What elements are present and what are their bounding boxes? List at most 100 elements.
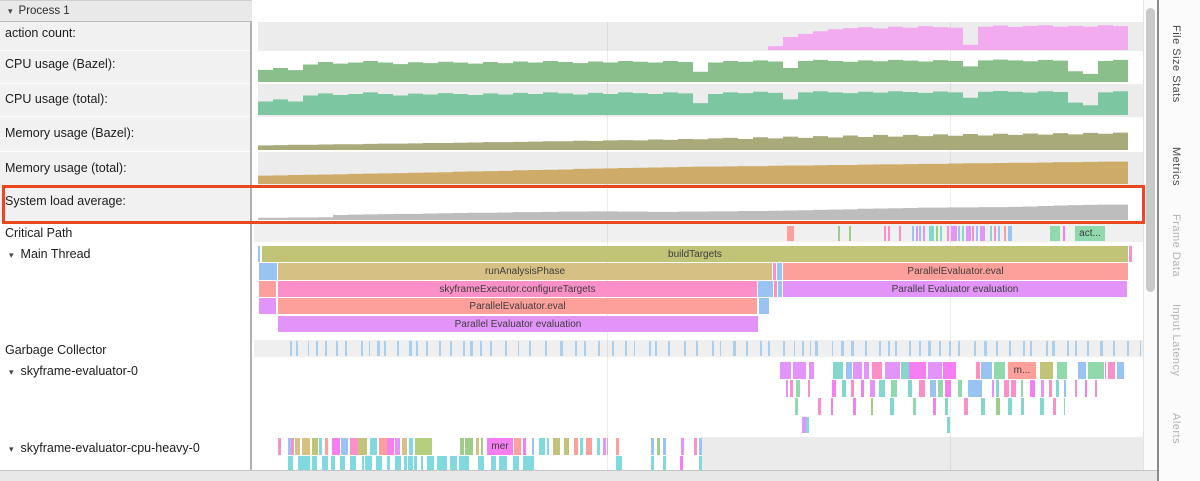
timeline-tick[interactable]	[945, 380, 952, 397]
timeline-tick[interactable]	[871, 362, 882, 379]
timeline-event[interactable]: Parallel Evaluator evaluation	[278, 316, 758, 332]
timeline-tick[interactable]	[929, 226, 934, 241]
timeline-tick[interactable]	[1056, 380, 1060, 397]
timeline-tick[interactable]	[936, 226, 938, 241]
main-thread-track[interactable]: runAnalysisPhase ParallelEvaluator.eval	[252, 263, 1143, 280]
timeline-tick[interactable]	[809, 341, 812, 356]
timeline-tick[interactable]	[964, 398, 968, 415]
timeline-tick[interactable]	[998, 226, 1000, 241]
timeline-tick[interactable]	[395, 456, 401, 470]
timeline-tick[interactable]	[1078, 362, 1087, 379]
skyframe-evaluator-0-track[interactable]	[252, 380, 1143, 397]
timeline-tick[interactable]	[909, 341, 912, 356]
timeline-tick[interactable]	[940, 226, 942, 241]
timeline-tick[interactable]	[633, 341, 636, 356]
timeline-tick[interactable]	[563, 438, 570, 455]
timeline-event[interactable]: ParallelEvaluator.eval	[278, 298, 757, 314]
timeline-tick[interactable]	[504, 341, 508, 356]
timeline-tick[interactable]	[711, 341, 714, 356]
timeline-tick[interactable]	[1127, 341, 1129, 356]
timeline-tick[interactable]	[966, 226, 971, 241]
tab-alerts[interactable]: Alerts	[1170, 413, 1182, 445]
timeline-tick[interactable]	[767, 341, 771, 356]
timeline-tick[interactable]	[1066, 341, 1070, 356]
collapse-arrow-icon[interactable]: ▾	[9, 367, 14, 377]
timeline-tick[interactable]	[409, 438, 413, 455]
timeline-tick[interactable]	[331, 438, 340, 455]
timeline-tick[interactable]	[528, 341, 532, 356]
timeline-tick[interactable]	[377, 341, 380, 356]
timeline-tick[interactable]	[574, 341, 577, 356]
collapse-arrow-icon[interactable]: ▾	[8, 5, 13, 16]
cpu-heavy-track[interactable]: mer	[252, 438, 1143, 455]
cpu-bazel-chart[interactable]	[252, 55, 1143, 82]
timeline-tick[interactable]	[891, 380, 897, 397]
timeline-tick[interactable]	[1004, 226, 1006, 241]
timeline-tick[interactable]	[315, 341, 319, 356]
timeline-tick[interactable]	[699, 438, 702, 455]
timeline-tick[interactable]	[733, 341, 736, 356]
timeline-tick[interactable]	[680, 456, 683, 470]
timeline-tick[interactable]	[898, 226, 901, 241]
main-thread-track[interactable]: Parallel Evaluator evaluation	[252, 316, 1143, 332]
timeline-tick[interactable]	[395, 438, 400, 455]
timeline-tick[interactable]	[401, 438, 408, 455]
timeline-tick[interactable]	[296, 341, 299, 356]
system-load-chart[interactable]	[252, 192, 1143, 220]
timeline-tick[interactable]	[980, 362, 992, 379]
timeline-tick[interactable]	[782, 341, 785, 356]
timeline-tick[interactable]	[793, 362, 806, 379]
timeline-tick[interactable]	[350, 456, 357, 470]
timeline-tick[interactable]	[780, 362, 792, 379]
timeline-tick[interactable]	[944, 398, 948, 415]
timeline-tick[interactable]	[1100, 341, 1103, 356]
timeline-tick[interactable]	[958, 226, 960, 241]
timeline-tick[interactable]	[786, 380, 789, 397]
timeline-tick[interactable]	[344, 341, 347, 356]
timeline-tick[interactable]	[325, 438, 329, 455]
timeline-tick[interactable]	[947, 226, 949, 241]
timeline-tick[interactable]	[793, 341, 796, 356]
timeline-tick[interactable]	[322, 456, 329, 470]
timeline-tick[interactable]	[404, 456, 407, 470]
timeline-tick[interactable]	[663, 456, 666, 470]
timeline-tick[interactable]	[396, 341, 400, 356]
horizontal-scrollbar[interactable]	[0, 470, 1200, 481]
timeline-tick[interactable]	[375, 456, 382, 470]
timeline-tick[interactable]	[597, 341, 600, 356]
timeline-tick[interactable]	[1050, 226, 1060, 241]
timeline-tick[interactable]	[481, 438, 483, 455]
timeline-tick[interactable]	[915, 226, 918, 241]
timeline-tick[interactable]	[1049, 380, 1053, 397]
timeline-tick[interactable]	[778, 281, 782, 297]
timeline-tick[interactable]	[297, 456, 304, 470]
collapse-arrow-icon[interactable]: ▾	[9, 444, 14, 454]
timeline-tick[interactable]	[951, 226, 957, 241]
tab-file-size-stats[interactable]: File Size Stats	[1170, 25, 1182, 103]
timeline-tick[interactable]	[514, 438, 521, 455]
timeline-tick[interactable]	[1020, 380, 1023, 397]
timeline-tick[interactable]	[719, 341, 722, 356]
timeline-tick[interactable]	[546, 438, 550, 455]
vertical-scrollbar-thumb[interactable]	[1146, 8, 1155, 292]
timeline-tick[interactable]	[943, 362, 956, 379]
timeline-tick[interactable]	[759, 298, 769, 314]
timeline-tick[interactable]	[523, 438, 526, 455]
skyframe-evaluator-0-track[interactable]	[252, 417, 1143, 433]
counter-label-cpu-bazel[interactable]: CPU usage (Bazel):	[0, 51, 250, 84]
timeline-tick[interactable]	[888, 226, 890, 241]
timeline-tick[interactable]	[460, 438, 465, 455]
timeline-tick[interactable]	[976, 362, 981, 379]
timeline-tick[interactable]	[838, 226, 841, 241]
timeline-tick[interactable]	[1041, 380, 1044, 397]
timeline-tick[interactable]	[651, 456, 654, 470]
skyframe-evaluator-0-track[interactable]: m...	[252, 362, 1143, 379]
timeline-tick[interactable]	[831, 341, 834, 356]
timeline-tick[interactable]	[1095, 380, 1097, 397]
timeline-tick[interactable]	[364, 456, 372, 470]
timeline-tick[interactable]	[368, 341, 371, 356]
timeline-tick[interactable]	[968, 380, 982, 397]
timeline-tick[interactable]	[336, 341, 339, 356]
timeline-tick[interactable]	[361, 456, 364, 470]
timeline-tick[interactable]	[408, 456, 414, 470]
